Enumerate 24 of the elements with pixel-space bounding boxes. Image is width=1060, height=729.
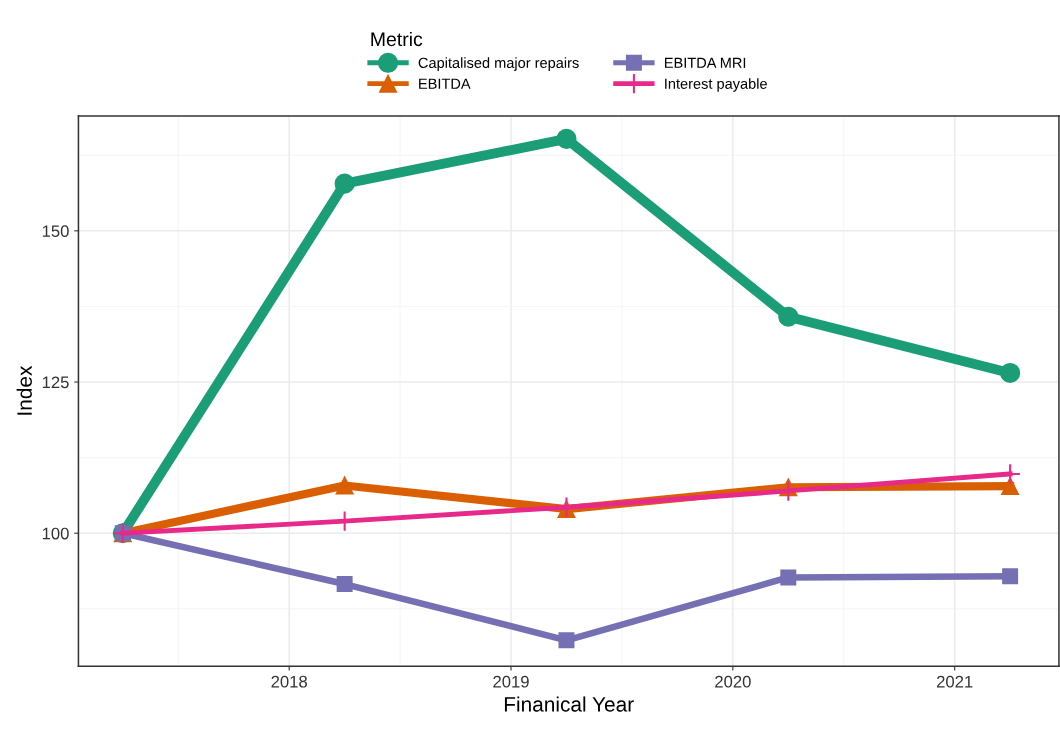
- x-tick-label: 2019: [493, 675, 529, 688]
- y-tick-label: 150: [42, 225, 69, 238]
- x-tick-label: 2018: [271, 675, 307, 688]
- x-tick-label: 2020: [715, 675, 751, 688]
- legend-label: EBITDA MRI: [665, 57, 746, 68]
- point: [336, 576, 353, 593]
- point: [558, 632, 575, 649]
- x-axis-title: Finanical Year: [504, 696, 634, 712]
- point: [1001, 477, 1020, 496]
- point: [335, 476, 354, 495]
- y-axis-title: Index: [16, 365, 32, 415]
- legend-label: Interest payable: [665, 78, 767, 92]
- legend-label: Capitalised major repairs: [418, 57, 579, 71]
- point: [1000, 362, 1021, 384]
- point: [334, 173, 355, 194]
- legend-label: EBITDA: [419, 78, 471, 89]
- x-tick-label: 2021: [936, 675, 973, 688]
- legend-title: Metric: [371, 31, 423, 47]
- y-tick-label: 125: [42, 376, 69, 389]
- y-tick-label: 100: [42, 527, 69, 540]
- point: [778, 306, 799, 327]
- point: [556, 128, 577, 149]
- point: [1002, 568, 1019, 585]
- point: [780, 569, 797, 586]
